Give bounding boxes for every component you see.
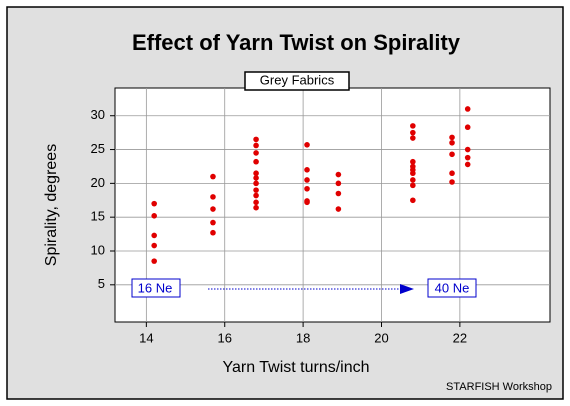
point (253, 175, 259, 181)
subtitle-box (244, 71, 350, 91)
point (410, 177, 416, 183)
y-tick-label: 25 (91, 141, 105, 156)
plot-area (114, 87, 551, 323)
point (464, 124, 471, 131)
annotation-box (131, 278, 181, 298)
point (210, 194, 216, 200)
point (464, 161, 471, 168)
point (210, 206, 216, 212)
point (449, 179, 455, 185)
point (410, 182, 416, 189)
y-tick-label: 20 (91, 175, 105, 190)
point (410, 170, 416, 177)
point (253, 142, 259, 149)
annotation-box (427, 278, 477, 298)
point (449, 134, 455, 141)
footer: STARFISH Workshop (446, 381, 552, 393)
point (410, 197, 416, 204)
point (304, 142, 310, 148)
point (410, 135, 416, 141)
point (253, 187, 259, 193)
point (253, 192, 259, 199)
x-tick-label: 16 (217, 330, 231, 345)
point (464, 106, 471, 112)
point (449, 151, 455, 158)
point (464, 146, 471, 153)
point (253, 199, 259, 206)
point (253, 180, 259, 187)
x-tick-label: 14 (139, 330, 153, 345)
x-tick-label: 20 (374, 330, 388, 345)
point (253, 150, 259, 156)
chart-title: Effect of Yarn Twist on Spirality (132, 30, 461, 55)
point (210, 173, 216, 180)
point (449, 170, 455, 177)
point (335, 180, 342, 187)
point (151, 213, 157, 219)
x-tick-label: 22 (453, 330, 467, 345)
point (304, 177, 310, 183)
point (253, 204, 259, 211)
point (210, 219, 216, 226)
point (210, 229, 216, 236)
point (253, 158, 259, 165)
point (449, 139, 455, 146)
y-tick-label: 10 (91, 242, 105, 257)
point (410, 123, 416, 129)
arrow-head (400, 284, 414, 294)
annotation: 16 Ne (138, 280, 173, 295)
y-axis-label: Spirality, degrees (43, 144, 60, 266)
x-tick-label: 18 (296, 330, 310, 345)
point (304, 199, 310, 206)
point (151, 232, 157, 239)
y-tick-label: 15 (91, 209, 105, 224)
point (253, 136, 259, 143)
point (410, 158, 416, 165)
point (464, 154, 471, 161)
point (304, 185, 310, 192)
point (253, 170, 259, 177)
point (151, 200, 157, 207)
point (410, 129, 416, 136)
point (335, 190, 342, 197)
annotation: 40 Ne (435, 280, 470, 295)
point (151, 258, 157, 264)
y-tick-label: 30 (91, 107, 105, 122)
point (335, 171, 342, 178)
point (335, 206, 342, 212)
point (151, 242, 157, 249)
point (304, 167, 310, 173)
x-axis-label: Yarn Twist turns/inch (222, 359, 369, 376)
subtitle: Grey Fabrics (260, 72, 335, 87)
y-tick-label: 5 (98, 276, 105, 291)
